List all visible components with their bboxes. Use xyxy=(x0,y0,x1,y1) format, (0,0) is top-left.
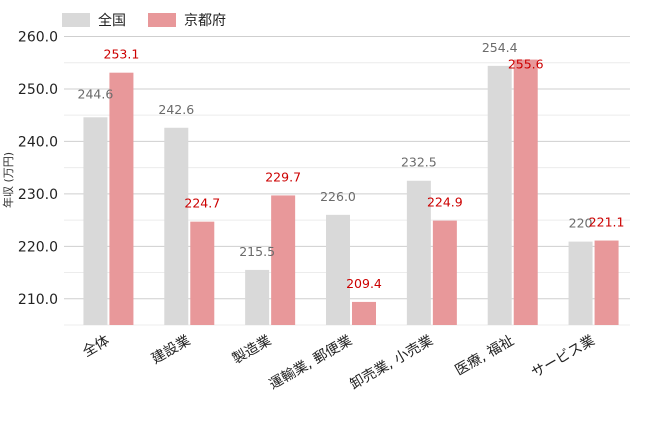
legend-item-national: 全国 xyxy=(62,10,126,30)
x-tick-label: 全体 xyxy=(80,332,113,361)
y-tick-label: 260.0 xyxy=(18,29,58,45)
legend-label-national: 全国 xyxy=(98,13,126,29)
bar-kyoto xyxy=(109,72,134,325)
bar-kyoto xyxy=(432,220,457,325)
y-tick-label: 220.0 xyxy=(18,239,58,255)
data-label-national: 232.5 xyxy=(401,155,437,170)
legend-label-kyoto: 京都府 xyxy=(184,13,226,29)
bar-kyoto xyxy=(271,195,296,325)
legend-swatch-kyoto xyxy=(148,13,176,27)
bar-national xyxy=(83,117,108,325)
data-label-national: 215.5 xyxy=(239,244,275,259)
data-label-kyoto: 229.7 xyxy=(265,169,301,184)
bar-national xyxy=(568,241,593,325)
data-label-national: 254.4 xyxy=(482,40,518,55)
x-tick-label: 医療, 福祉 xyxy=(452,332,517,379)
legend: 全国 京都府 xyxy=(62,10,226,30)
data-label-national: 226.0 xyxy=(320,189,356,204)
data-label-national: 220 xyxy=(569,216,593,231)
data-label-kyoto: 209.4 xyxy=(346,276,382,291)
bars xyxy=(83,59,619,325)
bar-national xyxy=(245,269,270,325)
bar-national xyxy=(164,127,189,325)
data-labels: 244.6 253.1 242.6 224.7 215.5 229.7 226.0 209.4… xyxy=(78,40,625,291)
x-tick-label: 卸売業, 小売業 xyxy=(347,333,435,393)
y-tick-label: 230.0 xyxy=(18,187,58,203)
x-tick-label: 建設業 xyxy=(149,333,193,368)
y-tick-label: 210.0 xyxy=(18,292,58,308)
legend-item-kyoto: 京都府 xyxy=(148,10,226,30)
legend-swatch-national xyxy=(62,13,90,27)
bar-kyoto xyxy=(352,301,376,325)
y-tick-label: 250.0 xyxy=(18,82,58,98)
y-axis-title: 年収 (万円) xyxy=(1,152,15,208)
y-axis: 210.0 220.0 230.0 240.0 250.0 260.0 xyxy=(18,29,58,307)
data-label-kyoto: 255.6 xyxy=(508,57,544,72)
data-label-national: 242.6 xyxy=(158,102,194,117)
bar-national xyxy=(326,214,350,325)
data-label-kyoto: 224.9 xyxy=(427,195,463,210)
data-label-kyoto: 253.1 xyxy=(104,47,140,62)
x-tick-label: サービス業 xyxy=(529,333,598,382)
data-label-kyoto: 224.7 xyxy=(184,196,220,211)
data-label-kyoto: 221.1 xyxy=(589,215,625,230)
y-tick-label: 240.0 xyxy=(18,134,58,150)
bar-national xyxy=(487,65,512,325)
bar-kyoto xyxy=(190,221,215,325)
x-tick-label: 運輸業, 郵便業 xyxy=(267,333,355,393)
bar-kyoto xyxy=(594,240,619,325)
bar-national xyxy=(406,180,431,325)
bar-kyoto xyxy=(513,59,538,325)
x-tick-label: 製造業 xyxy=(230,333,274,368)
data-label-national: 244.6 xyxy=(78,86,114,101)
